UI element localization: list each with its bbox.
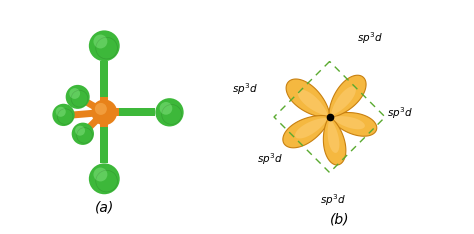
Polygon shape: [328, 119, 339, 153]
Circle shape: [89, 30, 120, 61]
Polygon shape: [100, 97, 108, 112]
Polygon shape: [76, 94, 106, 115]
Circle shape: [95, 103, 107, 115]
Circle shape: [52, 104, 75, 126]
Circle shape: [93, 35, 108, 48]
Text: $sp^3d$: $sp^3d$: [357, 30, 383, 46]
Text: $sp^3d$: $sp^3d$: [320, 192, 346, 208]
Text: $sp^3d$: $sp^3d$: [257, 151, 283, 167]
Polygon shape: [100, 112, 108, 127]
Polygon shape: [100, 61, 108, 99]
Polygon shape: [331, 86, 356, 115]
Circle shape: [75, 126, 85, 136]
Polygon shape: [63, 109, 105, 119]
Text: $sp^3d$: $sp^3d$: [232, 81, 258, 97]
Polygon shape: [323, 117, 346, 165]
Circle shape: [56, 107, 66, 117]
Circle shape: [93, 168, 108, 181]
Circle shape: [91, 99, 117, 125]
Circle shape: [69, 88, 80, 99]
Polygon shape: [298, 90, 328, 115]
Text: $sp^3d$: $sp^3d$: [386, 105, 412, 121]
Circle shape: [66, 85, 90, 109]
Polygon shape: [117, 108, 155, 116]
Polygon shape: [332, 116, 365, 129]
Polygon shape: [100, 125, 108, 163]
Text: (a): (a): [95, 201, 114, 215]
Polygon shape: [295, 118, 328, 139]
Text: (b): (b): [330, 213, 350, 227]
Polygon shape: [283, 116, 329, 148]
Circle shape: [89, 163, 120, 194]
Circle shape: [72, 123, 94, 145]
Polygon shape: [329, 113, 377, 136]
Polygon shape: [286, 79, 330, 117]
Polygon shape: [81, 110, 107, 136]
Polygon shape: [104, 108, 119, 116]
Circle shape: [155, 98, 183, 126]
Polygon shape: [329, 75, 366, 117]
Circle shape: [160, 102, 173, 115]
